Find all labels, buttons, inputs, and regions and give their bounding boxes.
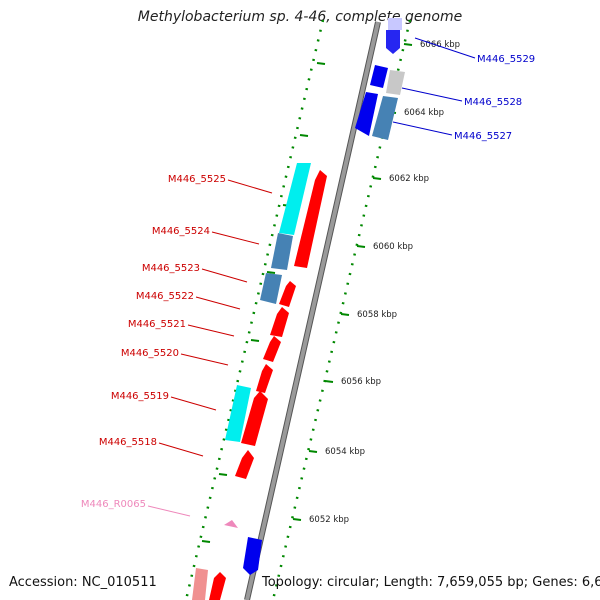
label-leader-line	[195, 296, 241, 310]
label-leader-line	[392, 121, 453, 136]
backbone	[244, 21, 381, 600]
gene-arrow-m446-5518[interactable]	[241, 391, 268, 446]
gene-label[interactable]: M446_5524	[152, 226, 210, 237]
label-leaders	[147, 37, 476, 517]
gene-arrow-m446-5522[interactable]	[279, 281, 296, 307]
gene-arrow-m446-5520[interactable]	[263, 336, 281, 362]
scale-tick-label: 6052 kbp	[309, 515, 349, 525]
scale-tick	[292, 518, 302, 521]
label-leader-line	[147, 505, 191, 517]
gene-arrow-lower-blue[interactable]	[243, 537, 262, 575]
rna-marker-m446-r0065[interactable]	[224, 520, 238, 528]
label-leader-line	[211, 231, 260, 245]
scale-tick-label: 6064 kbp	[404, 108, 444, 118]
scale-tick	[324, 380, 334, 383]
scale-tick-label: 6056 kbp	[341, 377, 381, 387]
gene-arrow-lower-red[interactable]	[235, 450, 254, 479]
gene-arrow-m446-5524[interactable]	[271, 233, 293, 270]
gene-arrow-m446-5528-grey[interactable]	[386, 70, 405, 95]
forward-genes	[192, 163, 327, 600]
label-leader-line	[201, 268, 248, 283]
accession-label: Accession: NC_010511	[9, 575, 157, 590]
label-leader-line	[187, 324, 235, 337]
map-title: Methylobacterium sp. 4-46, complete geno…	[137, 9, 463, 25]
label-leader-line	[227, 179, 273, 194]
scale-tick	[403, 43, 413, 46]
label-leader-line	[170, 396, 217, 411]
gene-arrow-m446-5521[interactable]	[270, 307, 289, 337]
scale-tick	[340, 313, 350, 316]
gene-label[interactable]: M446_5522	[136, 291, 194, 302]
label-leader-line	[401, 87, 463, 102]
gene-arrow-m446-5519[interactable]	[256, 364, 273, 393]
scale-tick	[308, 450, 318, 453]
gene-arrow-cyan-2[interactable]	[225, 385, 251, 442]
gene-arrow-red-bottom[interactable]	[209, 572, 226, 600]
scale-ticks: 6066 kbp 6064 kbp 6062 kbp 6060 kbp 6058 kbp…	[292, 40, 460, 525]
gene-arrow-pink-bottom[interactable]	[192, 568, 208, 600]
gene-arrow-m446-5529-tail[interactable]	[388, 18, 402, 30]
gene-arrow-cyan-1[interactable]	[279, 163, 311, 235]
gene-label[interactable]: M446_R0065	[81, 499, 146, 510]
label-leader-line	[158, 442, 204, 457]
gene-label[interactable]: M446_5523	[142, 263, 200, 274]
gene-labels: M446_5529 M446_5528 M446_5527 M446_5525 M446…	[81, 54, 535, 510]
gene-arrow-m446-5528[interactable]	[370, 65, 388, 88]
gene-label[interactable]: M446_5528	[464, 97, 522, 108]
gene-arrow-m446-5525[interactable]	[294, 170, 327, 268]
scale-tick-label: 6054 kbp	[325, 447, 365, 457]
scale-tick	[356, 245, 366, 248]
gene-arrow-m446-5529[interactable]	[386, 30, 400, 54]
gene-arrow-m446-5527[interactable]	[372, 96, 398, 140]
gene-label[interactable]: M446_5529	[477, 54, 535, 65]
scale-tick-label: 6060 kbp	[373, 242, 413, 252]
reverse-genes	[243, 18, 405, 575]
gene-label[interactable]: M446_5525	[168, 174, 226, 185]
label-leader-line	[414, 37, 476, 59]
gene-arrow-m446-5527-blue[interactable]	[355, 92, 378, 136]
genome-stats: Topology: circular; Length: 7,659,055 bp…	[262, 575, 600, 590]
scale-tick-label: 6058 kbp	[357, 310, 397, 320]
gene-label[interactable]: M446_5520	[121, 348, 179, 359]
gene-label[interactable]: M446_5518	[99, 437, 157, 448]
gene-arrow-m446-5523[interactable]	[260, 273, 282, 304]
label-leader-line	[180, 353, 229, 366]
gene-label[interactable]: M446_5521	[128, 319, 186, 330]
scale-tick	[372, 177, 382, 180]
guide-ticks-left	[201, 62, 326, 543]
scale-tick-label: 6066 kbp	[420, 40, 460, 50]
scale-tick-label: 6062 kbp	[389, 174, 429, 184]
gene-label[interactable]: M446_5519	[111, 391, 169, 402]
gene-label[interactable]: M446_5527	[454, 131, 512, 142]
